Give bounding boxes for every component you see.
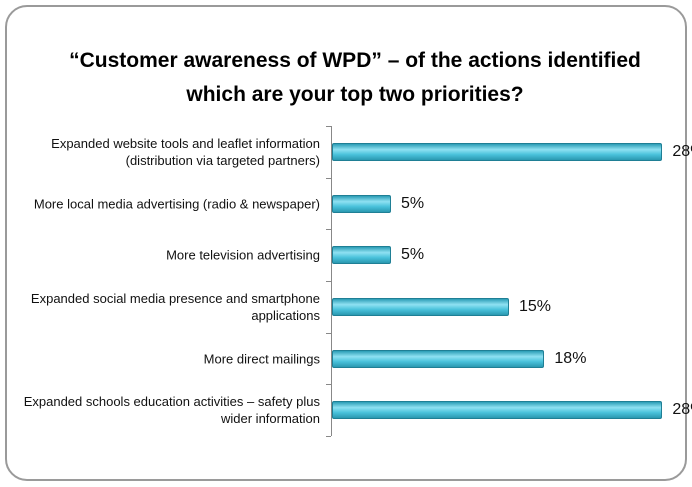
- value-label: 15%: [519, 297, 552, 315]
- value-label: 28%: [672, 142, 692, 160]
- category-label: Expanded schools education activities – …: [23, 394, 320, 427]
- chart-title: “Customer awareness of WPD” – of the act…: [69, 49, 641, 106]
- bar: [332, 142, 663, 161]
- axis-tick: [326, 281, 331, 282]
- bar: [332, 349, 545, 368]
- axis-tick: [326, 332, 331, 334]
- value-label: 5%: [401, 246, 425, 264]
- bar: [332, 246, 391, 265]
- bar: [332, 297, 509, 316]
- value-label: 28%: [672, 401, 692, 419]
- axis-tick: [326, 229, 331, 231]
- value-label: 5%: [401, 194, 425, 212]
- value-label: 18%: [554, 349, 587, 367]
- category-label: More television advertising: [166, 247, 320, 263]
- bar: [332, 194, 391, 213]
- category-label: Expanded social media presence and smart…: [30, 290, 320, 323]
- axis-tick: [326, 177, 331, 179]
- axis-tick: [326, 384, 331, 386]
- category-label: Expanded website tools and leaflet infor…: [51, 135, 320, 168]
- category-axis: [331, 126, 332, 436]
- axis-tick: [326, 126, 331, 127]
- category-label: More direct mailings: [203, 351, 320, 366]
- chart-frame: [5, 5, 687, 481]
- axis-tick: [326, 436, 331, 437]
- category-label: More local media advertising (radio & ne…: [33, 196, 320, 211]
- bar: [332, 401, 663, 420]
